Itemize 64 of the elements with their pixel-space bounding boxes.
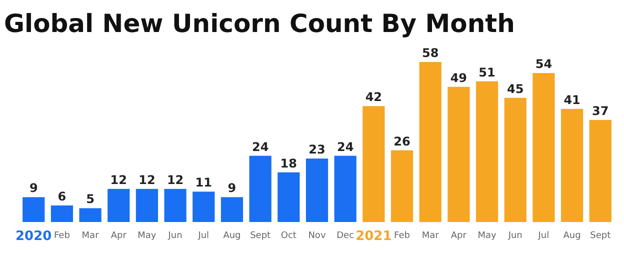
data-label: 6 xyxy=(58,189,66,204)
data-label: 11 xyxy=(195,176,212,190)
x-tick-label: Sept xyxy=(250,231,272,241)
x-tick-label: Dec xyxy=(336,231,354,241)
bar xyxy=(334,156,356,222)
bar xyxy=(22,197,45,222)
bar xyxy=(362,106,385,222)
data-label: 42 xyxy=(365,90,382,104)
x-tick-label: Feb xyxy=(54,231,70,241)
data-label: 12 xyxy=(166,172,184,187)
data-label: 45 xyxy=(507,82,524,96)
data-label: 54 xyxy=(535,57,552,72)
x-tick-label: Jun xyxy=(167,231,182,241)
data-label: 18 xyxy=(280,156,298,170)
x-tick-label: Jun xyxy=(507,231,522,241)
bar xyxy=(164,188,186,222)
bar xyxy=(220,197,244,222)
bar xyxy=(306,158,328,222)
data-label: 26 xyxy=(394,134,410,148)
x-tick-label: Apr xyxy=(450,231,467,241)
x-tick-label: Mar xyxy=(422,231,440,241)
x-tick-label: Sept xyxy=(590,231,612,241)
bar xyxy=(532,73,555,222)
x-tick-label: 2021 xyxy=(356,229,392,244)
data-label: 5 xyxy=(86,192,94,206)
bar xyxy=(79,208,102,222)
data-label: 58 xyxy=(422,46,439,60)
data-label: 23 xyxy=(308,142,326,157)
data-label: 41 xyxy=(564,92,580,107)
bar xyxy=(50,205,74,222)
data-label: 12 xyxy=(138,172,156,187)
bar xyxy=(419,62,442,222)
bar xyxy=(589,120,612,222)
x-tick-label: Jul xyxy=(537,231,550,241)
bar xyxy=(390,150,414,222)
bar xyxy=(504,98,526,222)
x-tick-label: Aug xyxy=(223,231,241,241)
data-label: 9 xyxy=(228,181,236,196)
x-tick-label: Nov xyxy=(308,231,326,241)
x-tick-label: Apr xyxy=(110,231,127,241)
x-tick-label: May xyxy=(138,231,157,241)
bar xyxy=(448,86,470,222)
x-tick-label: 2020 xyxy=(16,229,52,244)
data-label: 51 xyxy=(478,65,496,80)
bar xyxy=(278,172,300,222)
data-label: 24 xyxy=(252,140,269,154)
x-tick-label: Mar xyxy=(82,231,100,241)
x-tick-label: May xyxy=(478,231,498,241)
bar xyxy=(136,188,158,222)
data-label: 9 xyxy=(29,181,38,196)
data-label: 12 xyxy=(110,172,127,187)
bar xyxy=(249,156,272,222)
bar xyxy=(192,192,215,222)
data-label: 49 xyxy=(450,70,468,85)
bar xyxy=(560,108,584,222)
bar xyxy=(476,81,498,222)
x-tick-label: Feb xyxy=(394,231,410,241)
x-tick-label: Aug xyxy=(563,231,581,241)
x-tick-label: Oct xyxy=(280,231,297,241)
bar xyxy=(108,188,130,222)
data-label: 37 xyxy=(592,104,609,118)
chart-title: Global New Unicorn Count By Month xyxy=(4,9,515,38)
data-label: 24 xyxy=(336,140,354,154)
x-tick-label: Jul xyxy=(197,231,210,241)
